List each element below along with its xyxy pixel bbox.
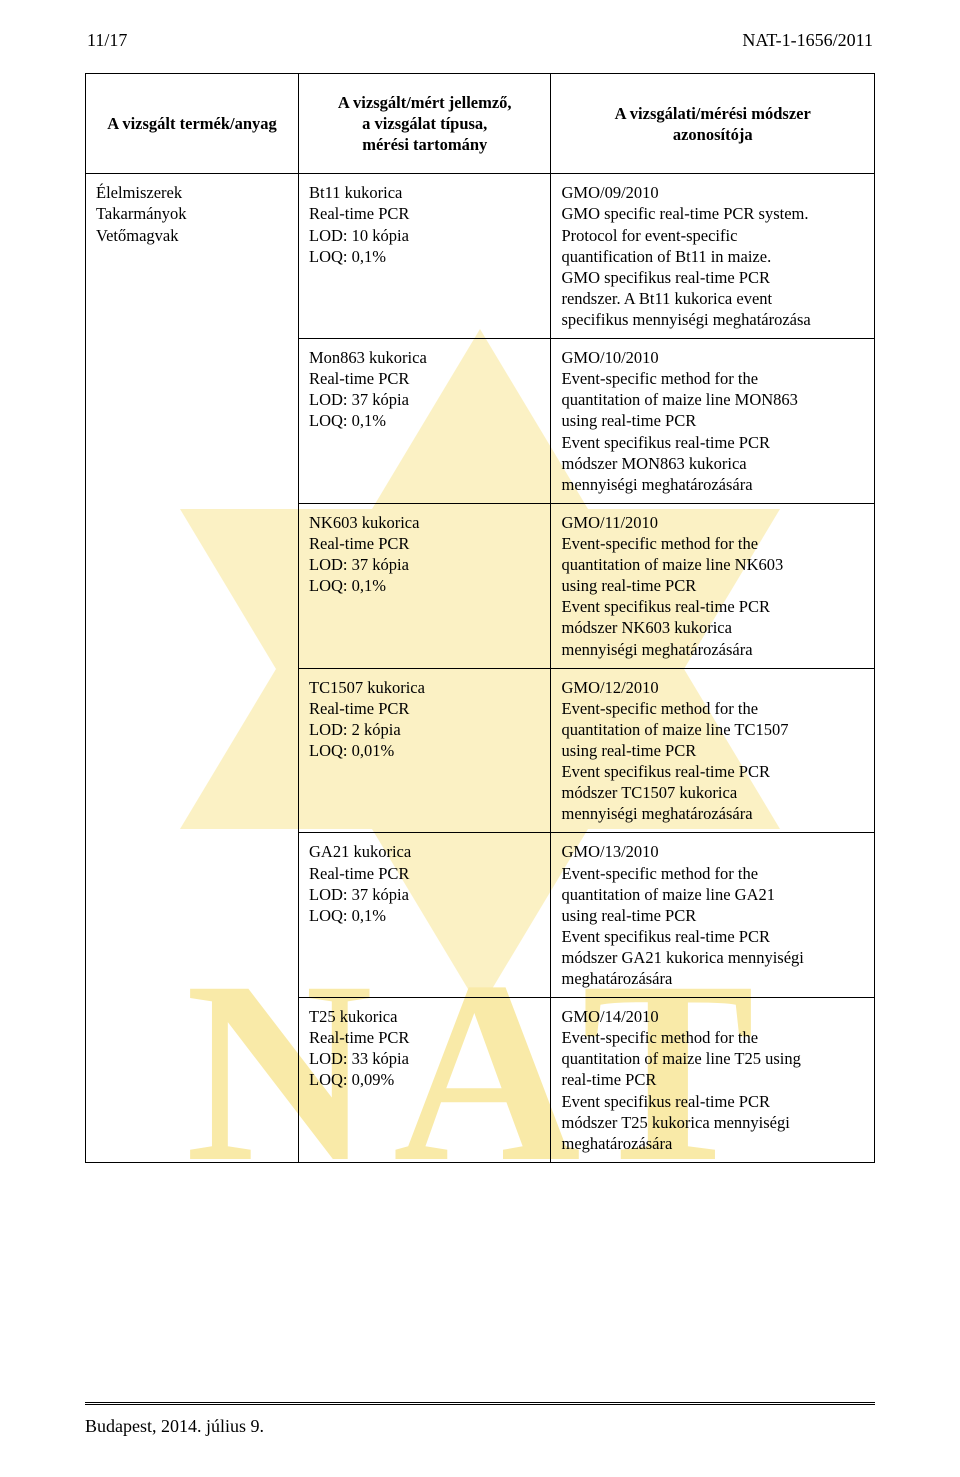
main-table: A vizsgált termék/anyag A vizsgált/mért …: [85, 73, 875, 1163]
page-header: 11/17 NAT-1-1656/2011: [85, 30, 875, 51]
footer-text: Budapest, 2014. július 9.: [85, 1416, 264, 1437]
col-header-product: A vizsgált termék/anyag: [86, 74, 299, 174]
cell-method: GMO/13/2010Event-specific method for the…: [551, 833, 875, 998]
cell-characteristic: NK603 kukoricaReal-time PCRLOD: 37 kópia…: [299, 503, 551, 668]
cell-characteristic: GA21 kukoricaReal-time PCRLOD: 37 kópiaL…: [299, 833, 551, 998]
table-header-row: A vizsgált termék/anyag A vizsgált/mért …: [86, 74, 875, 174]
table-row: ÉlelmiszerekTakarmányokVetőmagvakBt11 ku…: [86, 174, 875, 339]
cell-characteristic: Mon863 kukoricaReal-time PCRLOD: 37 kópi…: [299, 339, 551, 504]
col-header-method: A vizsgálati/mérési módszerazonosítója: [551, 74, 875, 174]
page-number: 11/17: [87, 30, 127, 51]
col-header-characteristic: A vizsgált/mért jellemző,a vizsgálat típ…: [299, 74, 551, 174]
doc-code: NAT-1-1656/2011: [742, 30, 873, 51]
cell-method: GMO/12/2010Event-specific method for the…: [551, 668, 875, 833]
cell-characteristic: TC1507 kukoricaReal-time PCRLOD: 2 kópia…: [299, 668, 551, 833]
cell-method: GMO/10/2010Event-specific method for the…: [551, 339, 875, 504]
cell-method: GMO/09/2010GMO specific real-time PCR sy…: [551, 174, 875, 339]
footer-divider: [85, 1402, 875, 1405]
cell-characteristic: T25 kukoricaReal-time PCRLOD: 33 kópiaLO…: [299, 998, 551, 1163]
cell-method: GMO/11/2010Event-specific method for the…: [551, 503, 875, 668]
cell-product: ÉlelmiszerekTakarmányokVetőmagvak: [86, 174, 299, 1163]
cell-characteristic: Bt11 kukoricaReal-time PCRLOD: 10 kópiaL…: [299, 174, 551, 339]
cell-method: GMO/14/2010Event-specific method for the…: [551, 998, 875, 1163]
